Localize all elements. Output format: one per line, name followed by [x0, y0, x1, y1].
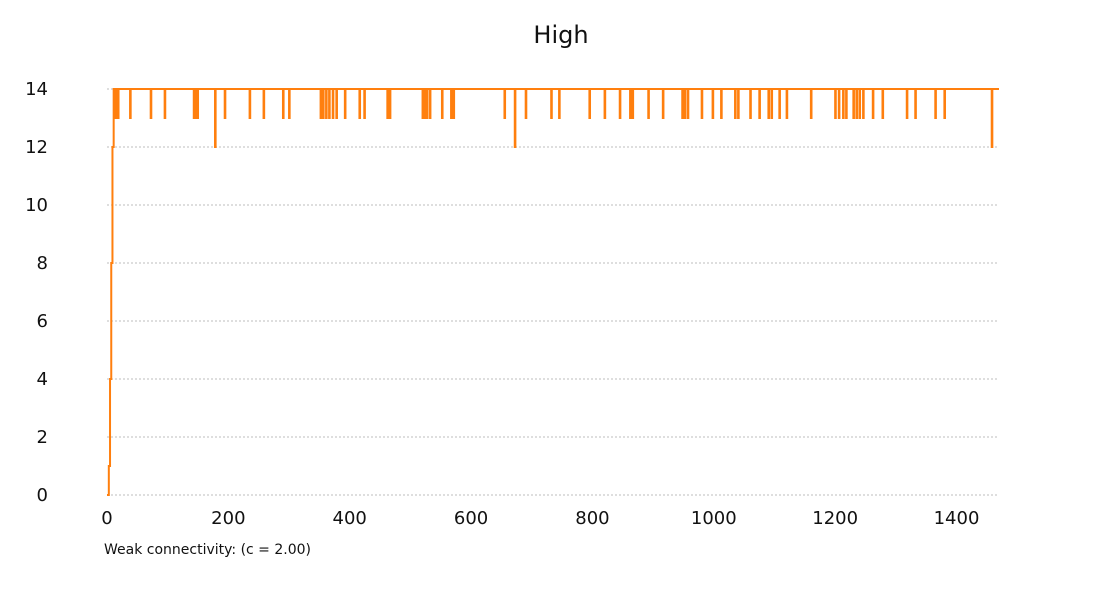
x-tick-label: 200: [211, 508, 245, 529]
grid-lines: [107, 88, 999, 496]
y-tick-labels: 0 2 4 6 8 10 12 14: [25, 79, 48, 506]
x-tick-labels: 0 200 400 600 800 1000 1200 1400: [101, 508, 979, 529]
y-tick-label: 2: [37, 427, 48, 448]
x-tick-label: 600: [454, 508, 488, 529]
x-tick-label: 1200: [812, 508, 858, 529]
y-tick-label: 14: [25, 79, 48, 100]
y-tick-label: 6: [37, 311, 48, 332]
y-tick-label: 8: [37, 253, 48, 274]
chart-caption: Weak connectivity: (c = 2.00): [104, 542, 311, 558]
x-tick-label: 400: [333, 508, 367, 529]
x-tick-label: 1000: [691, 508, 737, 529]
x-tick-label: 0: [101, 508, 112, 529]
y-tick-label: 4: [37, 369, 48, 390]
y-tick-label: 12: [25, 137, 48, 158]
series-line: [107, 88, 999, 496]
series-layer: [107, 88, 999, 496]
chart-title: High: [533, 21, 588, 49]
x-tick-label: 800: [575, 508, 609, 529]
x-tick-label: 1400: [934, 508, 980, 529]
y-tick-label: 10: [25, 195, 48, 216]
y-tick-label: 0: [37, 485, 48, 506]
